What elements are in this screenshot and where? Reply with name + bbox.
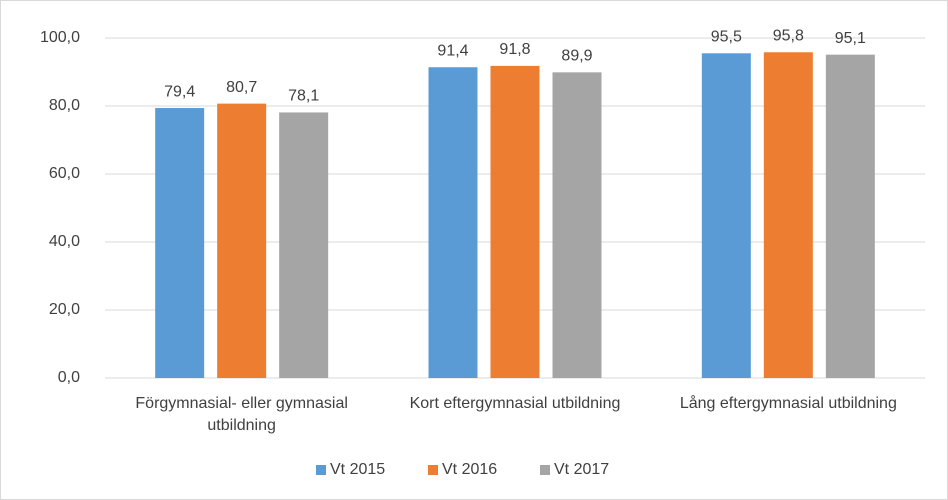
data-label: 91,4 <box>437 42 468 59</box>
bar <box>279 112 329 379</box>
legend-label: Vt 2016 <box>442 461 497 478</box>
data-label: 95,5 <box>711 29 742 46</box>
legend-swatch <box>316 465 326 475</box>
legend-swatch <box>540 465 550 475</box>
bar <box>490 65 540 378</box>
x-tick-label: Lång eftergymnasial utbildning <box>679 395 897 412</box>
x-tick-label: Kort eftergymnasial utbildning <box>409 395 621 412</box>
y-tick-label: 40,0 <box>49 233 80 250</box>
x-tick-label: Förgymnasial- eller gymnasial utbildning <box>135 395 348 434</box>
bar <box>825 54 875 378</box>
bar <box>701 53 751 379</box>
y-tick-label: 60,0 <box>49 165 80 182</box>
bar <box>428 67 478 379</box>
bar <box>763 52 813 378</box>
y-tick-label: 80,0 <box>49 97 80 114</box>
data-label: 78,1 <box>288 88 319 105</box>
data-label: 91,8 <box>499 41 530 58</box>
bar <box>552 72 602 378</box>
data-label: 79,4 <box>164 83 195 100</box>
y-tick-label: 0,0 <box>58 369 80 386</box>
legend-swatch <box>428 465 438 475</box>
bar <box>155 108 205 378</box>
legend-label: Vt 2015 <box>330 461 385 478</box>
bar <box>217 103 267 379</box>
data-label: 89,9 <box>561 48 592 65</box>
legend-label: Vt 2017 <box>554 461 609 478</box>
data-label: 95,1 <box>835 30 866 47</box>
data-label: 95,8 <box>773 27 804 44</box>
data-label: 80,7 <box>226 79 257 96</box>
y-tick-label: 20,0 <box>49 301 80 318</box>
y-tick-label: 100,0 <box>40 29 80 46</box>
